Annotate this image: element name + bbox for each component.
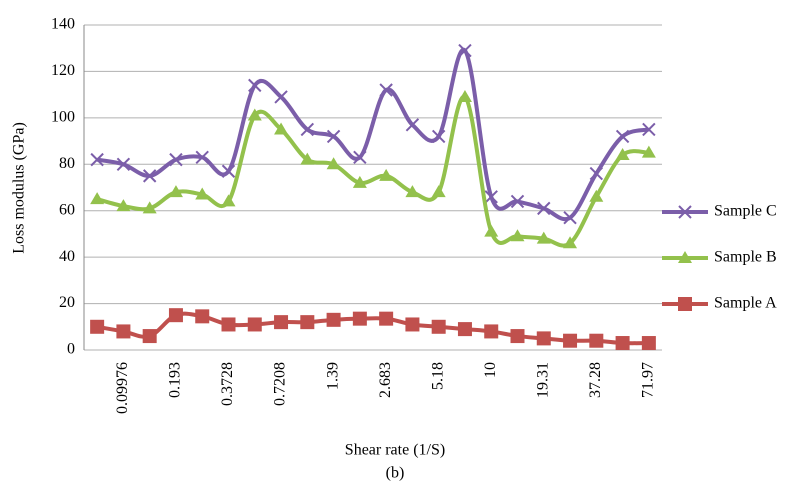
y-tick-label: 0 xyxy=(67,341,75,358)
marker xyxy=(90,319,105,334)
marker xyxy=(142,169,157,183)
marker xyxy=(300,315,315,330)
marker xyxy=(563,236,578,249)
marker xyxy=(641,336,656,351)
marker xyxy=(326,129,341,144)
marker xyxy=(195,187,210,200)
x-axis-label: Shear rate (1/S) xyxy=(345,442,445,459)
marker xyxy=(90,192,105,205)
marker xyxy=(678,297,692,311)
marker xyxy=(326,157,341,170)
marker xyxy=(510,329,525,344)
marker xyxy=(326,312,341,327)
x-tick-label: 10 xyxy=(482,362,499,378)
series-line xyxy=(96,94,650,248)
x-tick-label: 1.39 xyxy=(324,362,341,390)
marker xyxy=(589,333,604,348)
marker xyxy=(678,205,692,219)
marker xyxy=(589,166,604,181)
marker xyxy=(353,150,367,165)
x-tick-label: 5.18 xyxy=(429,362,446,390)
x-tick-label: 0.09976 xyxy=(114,362,131,414)
x-tick-label: 37.28 xyxy=(587,362,604,398)
marker xyxy=(300,152,315,165)
marker xyxy=(678,251,692,263)
marker xyxy=(142,329,157,344)
marker xyxy=(536,231,551,244)
marker xyxy=(168,185,183,198)
marker xyxy=(615,336,630,351)
marker xyxy=(274,90,288,104)
legend-label: Sample A xyxy=(714,295,777,312)
y-tick-label: 60 xyxy=(59,201,75,218)
marker xyxy=(431,319,446,334)
marker xyxy=(221,194,236,207)
y-tick-label: 120 xyxy=(51,62,75,79)
marker xyxy=(563,210,577,225)
marker xyxy=(510,229,525,242)
x-tick-label: 0.193 xyxy=(167,362,184,398)
marker xyxy=(195,150,209,165)
marker xyxy=(195,309,210,324)
marker xyxy=(116,324,131,339)
x-tick-label: 19.31 xyxy=(534,362,551,398)
marker xyxy=(484,324,499,339)
marker xyxy=(536,331,551,346)
marker xyxy=(379,168,394,181)
marker xyxy=(484,224,499,237)
series-line xyxy=(96,311,649,346)
marker xyxy=(247,108,262,121)
x-tick-label: 71.97 xyxy=(640,362,657,398)
y-tick-label: 100 xyxy=(51,109,75,126)
caption: (b) xyxy=(386,465,405,482)
marker xyxy=(405,185,420,198)
marker xyxy=(352,311,367,326)
marker xyxy=(116,199,131,212)
marker xyxy=(642,122,656,137)
marker xyxy=(168,308,183,323)
marker xyxy=(379,311,394,326)
legend-label: Sample B xyxy=(714,249,777,266)
marker xyxy=(457,89,472,102)
marker xyxy=(90,152,104,167)
marker xyxy=(457,322,472,337)
marker xyxy=(405,317,420,332)
marker xyxy=(300,122,315,137)
marker xyxy=(379,83,393,97)
x-tick-label: 2.683 xyxy=(377,362,394,398)
marker xyxy=(405,118,420,132)
series-line xyxy=(96,47,650,222)
marker xyxy=(116,157,131,171)
marker xyxy=(537,201,551,216)
marker xyxy=(274,122,289,135)
y-tick-label: 40 xyxy=(59,248,75,265)
marker xyxy=(169,152,183,167)
marker xyxy=(221,164,236,178)
y-axis-label: Loss modulus (GPa) xyxy=(11,122,28,254)
marker xyxy=(484,190,498,204)
marker xyxy=(431,185,446,198)
marker xyxy=(563,333,578,348)
marker xyxy=(510,194,525,209)
marker xyxy=(458,43,472,58)
legend-label: Sample C xyxy=(714,203,777,220)
marker xyxy=(615,129,630,144)
marker xyxy=(274,315,289,330)
marker xyxy=(589,189,604,202)
y-tick-label: 80 xyxy=(59,155,75,172)
x-tick-label: 0.7208 xyxy=(272,362,289,406)
marker xyxy=(248,78,262,93)
marker xyxy=(221,317,236,332)
marker xyxy=(142,201,157,214)
marker xyxy=(615,148,630,160)
y-tick-label: 20 xyxy=(59,294,75,311)
marker xyxy=(247,317,262,332)
marker xyxy=(641,145,656,158)
x-tick-label: 0.3728 xyxy=(219,362,236,406)
marker xyxy=(352,175,367,188)
marker xyxy=(431,129,446,144)
y-tick-label: 140 xyxy=(51,16,75,33)
